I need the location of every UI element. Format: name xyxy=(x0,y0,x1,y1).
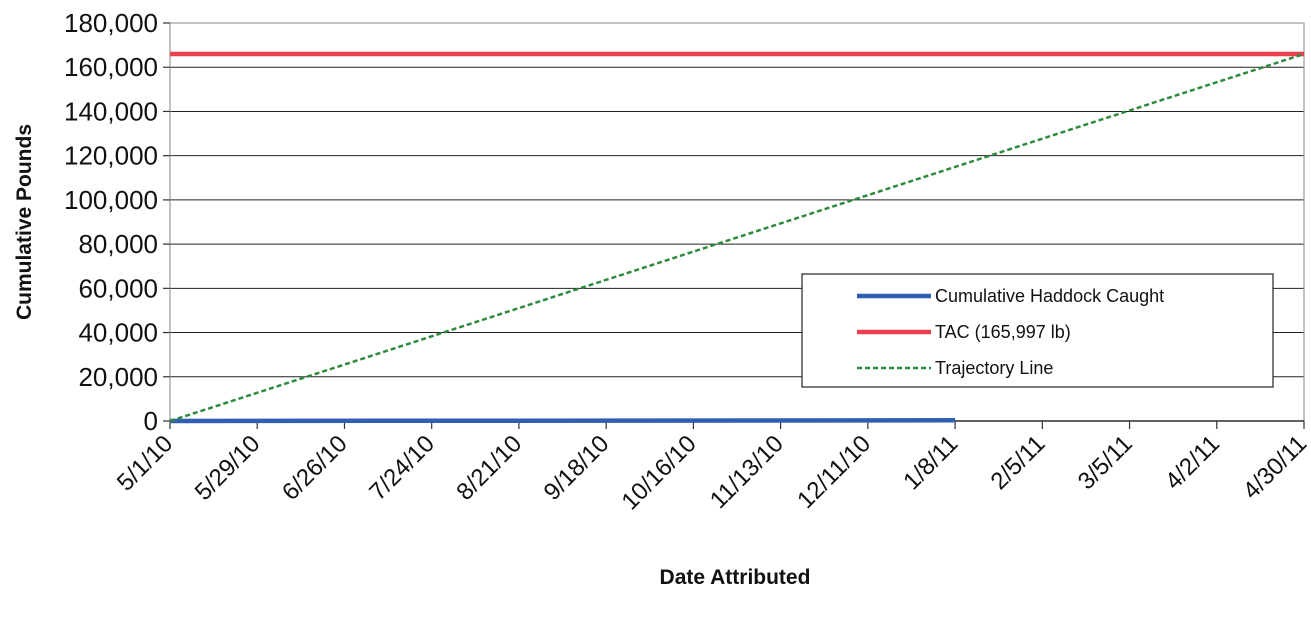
x-tick-label: 7/24/10 xyxy=(364,430,440,506)
x-tick-label: 12/11/10 xyxy=(792,430,876,514)
x-tick-label: 5/1/10 xyxy=(112,430,178,496)
y-tick-label: 40,000 xyxy=(78,318,158,348)
y-tick-label: 60,000 xyxy=(78,273,158,303)
x-tick-label: 5/29/10 xyxy=(190,430,266,506)
x-tick-label: 10/16/10 xyxy=(616,430,701,515)
y-tick-label: 160,000 xyxy=(64,52,158,82)
y-tick-label: 180,000 xyxy=(64,8,158,38)
series-line-3 xyxy=(169,52,1305,423)
series-layer xyxy=(169,51,1305,424)
x-tick-label: 6/26/10 xyxy=(277,430,353,506)
legend: Cumulative Haddock Caught TAC (165,997 lb… xyxy=(801,273,1274,388)
y-tick-label: 100,000 xyxy=(64,185,158,215)
y-axis-ticks: 0 20,000 40,000 60,000 80,000 100,000 120,000 1… xyxy=(64,8,170,436)
x-tick-label: 11/13/10 xyxy=(705,430,789,514)
y-tick-label: 140,000 xyxy=(64,96,158,126)
y-axis-title: Cumulative Pounds xyxy=(13,124,36,320)
series-line-1 xyxy=(169,418,956,424)
x-tick-label: 1/8/11 xyxy=(898,430,963,495)
y-tick-label: 120,000 xyxy=(64,141,158,171)
x-tick-label: 4/30/11 xyxy=(1238,430,1311,504)
legend-label: TAC (165,997 lb) xyxy=(935,322,1071,342)
legend-label: Cumulative Haddock Caught xyxy=(935,286,1164,306)
y-tick-label: 0 xyxy=(144,406,158,436)
x-axis-ticks: 5/1/10 5/29/10 6/26/10 7/24/10 8/21/10 9/18/1… xyxy=(112,421,1311,515)
x-tick-label: 2/5/11 xyxy=(986,430,1051,495)
legend-label: Trajectory Line xyxy=(935,358,1053,378)
y-tick-label: 80,000 xyxy=(78,229,158,259)
x-tick-label: 3/5/11 xyxy=(1073,430,1138,495)
x-tick-label: 4/2/11 xyxy=(1160,430,1225,495)
x-tick-label: 8/21/10 xyxy=(451,430,527,506)
x-axis-title: Date Attributed xyxy=(660,566,811,589)
y-tick-label: 20,000 xyxy=(78,362,158,392)
x-tick-label: 9/18/10 xyxy=(539,430,615,506)
